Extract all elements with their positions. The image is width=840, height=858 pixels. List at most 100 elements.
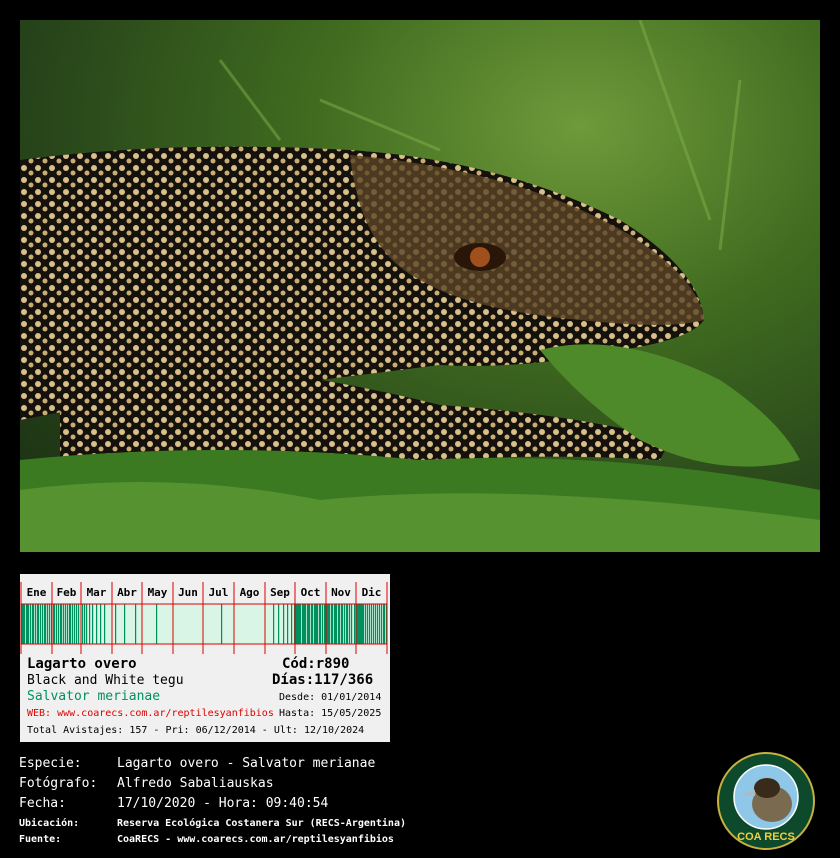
month-label-mar: Mar bbox=[87, 586, 107, 599]
sighting-day-bar bbox=[44, 604, 46, 644]
sighting-day-bar bbox=[45, 604, 47, 644]
sighting-day-bar bbox=[221, 604, 223, 644]
sighting-day-bar bbox=[23, 604, 25, 644]
common-name: Lagarto overo bbox=[27, 656, 137, 672]
sighting-day-bar bbox=[287, 604, 289, 644]
sighting-day-bar bbox=[40, 604, 42, 644]
sighting-day-bar bbox=[156, 604, 158, 644]
sighting-day-bar bbox=[383, 604, 385, 644]
sighting-day-bar bbox=[299, 604, 301, 644]
sighting-day-bar bbox=[322, 604, 324, 644]
date-to: Hasta: 15/05/2025 bbox=[279, 708, 382, 719]
sighting-day-bar bbox=[278, 604, 280, 644]
sighting-day-bar bbox=[47, 604, 49, 644]
sighting-day-bar bbox=[312, 604, 314, 644]
sighting-day-bar bbox=[320, 604, 322, 644]
month-label-feb: Feb bbox=[57, 586, 77, 599]
species-info-card: Ene Feb Mar Abr May Jun Jul Ago Sep Oct Nov Dic Lag… bbox=[20, 574, 390, 742]
sighting-day-bar bbox=[58, 604, 60, 644]
sighting-day-bar bbox=[96, 604, 98, 644]
sighting-day-bar bbox=[21, 604, 23, 644]
sighting-day-bar bbox=[37, 604, 39, 644]
source-value: CoaRECS - www.coarecs.com.ar/reptilesyan… bbox=[117, 834, 394, 845]
sighting-day-bar bbox=[304, 604, 306, 644]
sighting-day-bar bbox=[319, 604, 321, 644]
sighting-day-bar bbox=[92, 604, 94, 644]
sighting-day-bar bbox=[377, 604, 379, 644]
sighting-day-bar bbox=[308, 604, 310, 644]
sighting-day-bar bbox=[298, 604, 300, 644]
sighting-day-bar bbox=[26, 604, 28, 644]
month-label-sep: Sep bbox=[270, 586, 290, 599]
sighting-day-bar bbox=[82, 604, 84, 644]
sighting-day-bar bbox=[351, 604, 353, 644]
sighting-day-bar bbox=[359, 604, 361, 644]
date-from: Desde: 01/01/2014 bbox=[279, 692, 382, 703]
sighting-day-bar bbox=[78, 604, 80, 644]
sighting-day-bar bbox=[38, 604, 40, 644]
sighting-day-bar bbox=[302, 604, 304, 644]
sighting-day-bar bbox=[70, 604, 72, 644]
sighting-day-bar bbox=[342, 604, 344, 644]
sighting-day-bar bbox=[381, 604, 383, 644]
species-code: Cód:r890 bbox=[282, 656, 350, 672]
sighting-day-bar bbox=[65, 604, 67, 644]
sighting-day-bar bbox=[124, 604, 126, 644]
sighting-day-bar bbox=[379, 604, 381, 644]
web-link[interactable]: WEB: www.coarecs.com.ar/reptilesyanfibio… bbox=[27, 708, 274, 719]
days-count: Días:117/366 bbox=[272, 672, 374, 688]
sighting-day-bar bbox=[61, 604, 63, 644]
coarecs-logo: COA RECS bbox=[717, 752, 815, 850]
sighting-day-bar bbox=[354, 604, 356, 644]
sighting-day-bar bbox=[104, 604, 106, 644]
sighting-day-bar bbox=[329, 604, 331, 644]
sighting-day-bar bbox=[89, 604, 91, 644]
sighting-day-bar bbox=[69, 604, 71, 644]
sighting-day-bar bbox=[315, 604, 317, 644]
sighting-day-bar bbox=[295, 604, 297, 644]
sighting-day-bar bbox=[362, 604, 364, 644]
english-name: Black and White tegu bbox=[27, 673, 184, 688]
month-label-dic: Dic bbox=[362, 586, 382, 599]
sighting-totals: Total Avistajes: 157 - Pri: 06/12/2014 -… bbox=[27, 725, 365, 736]
species-value: Lagarto overo - Salvator merianae bbox=[117, 756, 376, 771]
species-label: Especie: bbox=[19, 756, 82, 771]
sighting-day-bar bbox=[42, 604, 44, 644]
sighting-day-bar bbox=[135, 604, 137, 644]
month-label-abr: Abr bbox=[117, 586, 137, 599]
sighting-day-bar bbox=[349, 604, 351, 644]
sighting-day-bar bbox=[341, 604, 343, 644]
sighting-day-bar bbox=[317, 604, 319, 644]
sighting-day-bar bbox=[324, 604, 326, 644]
sighting-day-bar bbox=[373, 604, 375, 644]
sighting-day-bar bbox=[297, 604, 299, 644]
date-label: Fecha: bbox=[19, 796, 66, 811]
sighting-day-bar bbox=[328, 604, 330, 644]
photographer-value: Alfredo Sabaliauskas bbox=[117, 776, 274, 791]
sighting-day-bar bbox=[326, 604, 328, 644]
sighting-day-bar bbox=[346, 604, 348, 644]
sighting-day-bar bbox=[303, 604, 305, 644]
sighting-day-bar bbox=[360, 604, 362, 644]
logo-text: COA RECS bbox=[737, 831, 795, 843]
sighting-day-bar bbox=[72, 604, 74, 644]
sighting-day-bar bbox=[335, 604, 337, 644]
sighting-day-bar bbox=[358, 604, 360, 644]
month-label-nov: Nov bbox=[331, 586, 351, 599]
source-label: Fuente: bbox=[19, 834, 62, 845]
sighting-day-bar bbox=[314, 604, 316, 644]
sighting-day-bar bbox=[49, 604, 51, 644]
sighting-day-bar bbox=[365, 604, 367, 644]
tegu-lizard-image bbox=[20, 20, 820, 552]
sighting-day-bar bbox=[311, 604, 313, 644]
sighting-day-bar bbox=[27, 604, 29, 644]
sighting-day-bar bbox=[100, 604, 102, 644]
sighting-day-bar bbox=[296, 604, 298, 644]
sighting-day-bar bbox=[375, 604, 377, 644]
sighting-day-bar bbox=[74, 604, 76, 644]
date-value: 17/10/2020 - Hora: 09:40:54 bbox=[117, 796, 329, 811]
sighting-day-bar bbox=[67, 604, 69, 644]
sighting-day-bar bbox=[84, 604, 86, 644]
sighting-day-bar bbox=[53, 604, 55, 644]
monthly-sightings-chart: Ene Feb Mar Abr May Jun Jul Ago Sep Oct Nov Dic bbox=[20, 582, 388, 654]
